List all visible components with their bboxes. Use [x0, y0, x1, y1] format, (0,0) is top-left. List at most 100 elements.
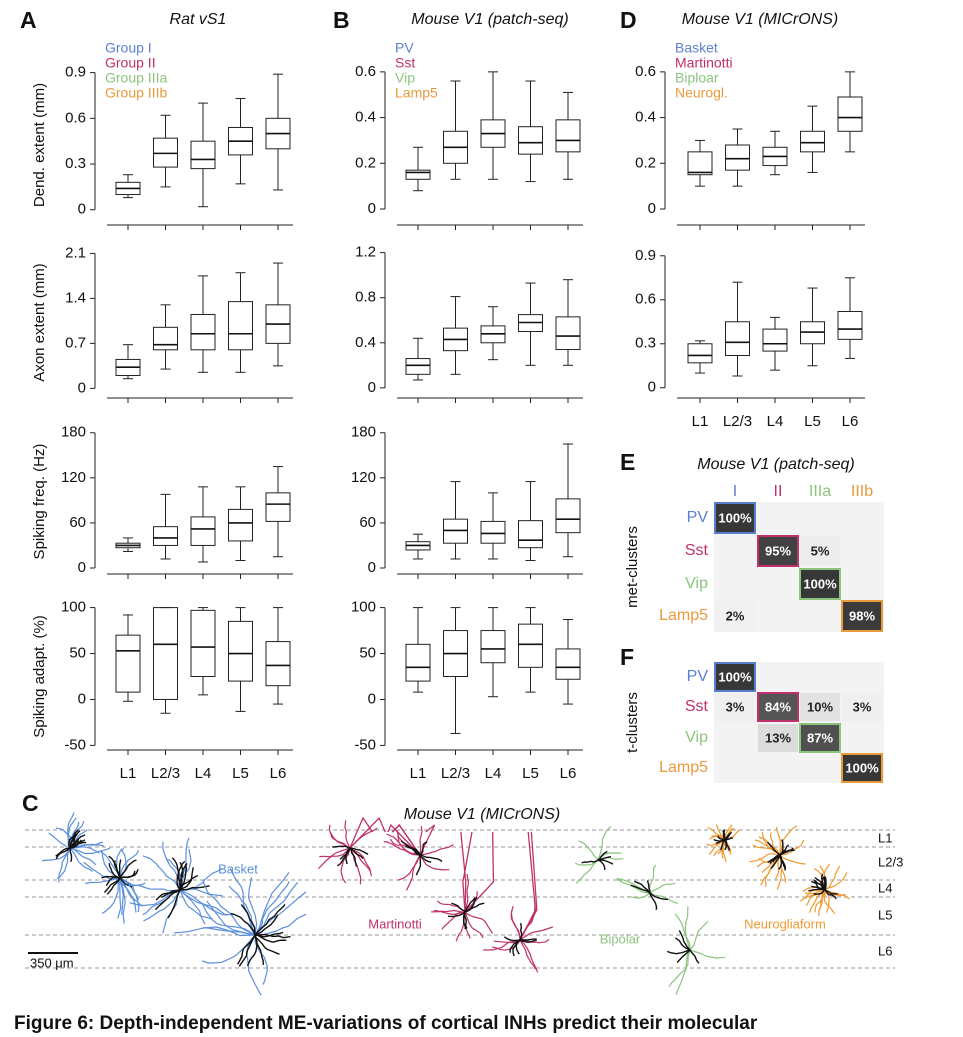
y-tick-label: 0 [368, 379, 376, 396]
box [265, 492, 291, 522]
neurite [254, 881, 299, 936]
row-label: Sst [685, 698, 709, 715]
y-tick-label: 0.6 [635, 63, 656, 80]
cell-label: 5% [811, 543, 830, 558]
neurite [813, 889, 826, 895]
y-tick-label: 60 [359, 514, 376, 531]
box [687, 151, 713, 176]
neurite [142, 855, 181, 891]
neurite [749, 852, 781, 863]
neurite [48, 832, 71, 849]
legend-entry: Vip [395, 70, 415, 86]
legend-entry: Neurogl. [675, 85, 728, 101]
neurite [419, 826, 423, 856]
heatmap-cell [841, 600, 883, 632]
y-axis-label: met-clusters [624, 526, 641, 608]
box [190, 140, 216, 170]
y-tick-label: 50 [359, 645, 376, 662]
neurite [464, 911, 494, 934]
neurite [206, 900, 256, 936]
neurite [711, 835, 726, 841]
neurite [177, 860, 186, 891]
y-tick-label: 0.9 [65, 64, 86, 81]
neurite [463, 911, 467, 930]
neurite [419, 854, 432, 863]
neurite [767, 854, 781, 864]
neurite [519, 939, 537, 943]
column-label: IIIb [851, 483, 873, 500]
row-label: Lamp5 [659, 759, 708, 776]
neurite [349, 847, 372, 873]
neurite [752, 844, 781, 856]
neurite [574, 859, 599, 866]
y-tick-label: 0.6 [635, 291, 656, 308]
neurite [509, 939, 521, 953]
chart-title: Mouse V1 (MICrONS) [682, 11, 838, 28]
neurite [349, 847, 357, 867]
neurite [69, 847, 93, 872]
neurite [400, 840, 421, 856]
neurite [69, 847, 73, 862]
neurite [713, 838, 726, 842]
column-label: II [774, 483, 783, 500]
box [555, 498, 581, 534]
neurite [254, 934, 264, 966]
box [687, 343, 713, 364]
neurite [167, 889, 181, 919]
neurite [349, 847, 364, 860]
legend-entry: Lamp5 [395, 85, 438, 101]
neurite [69, 839, 80, 849]
legend-entry: Biploar [675, 70, 719, 86]
neurite [649, 892, 669, 900]
x-tick-label: L2/3 [441, 765, 470, 782]
neurite [823, 876, 826, 891]
neurite [766, 841, 781, 856]
x-tick-label: L1 [692, 413, 709, 430]
box [837, 311, 863, 340]
neurite [119, 877, 143, 907]
box [405, 169, 431, 180]
neurite [678, 930, 691, 951]
neurite [332, 845, 351, 849]
box [153, 326, 178, 351]
neurite [814, 876, 826, 891]
cell-type-label: Bipolar [600, 931, 641, 946]
neurite [69, 847, 97, 866]
cell-label: 2% [726, 608, 745, 623]
neurite [823, 889, 836, 915]
y-tick-label: 0.8 [355, 289, 376, 306]
neurite [129, 889, 181, 907]
row-label: PV [687, 509, 709, 526]
y-tick-label: 0.7 [65, 334, 86, 351]
neurite [202, 880, 256, 936]
neurite [628, 892, 651, 899]
neurite [179, 889, 206, 925]
neurite [597, 859, 606, 870]
y-axis-label: Dend. extent (mm) [31, 83, 48, 207]
y-tick-label: 0 [648, 200, 656, 217]
neurite [667, 949, 691, 955]
y-tick-label: 100 [61, 599, 86, 616]
cell-type-label: Neurogliaform [744, 916, 826, 931]
y-tick-label: 180 [351, 424, 376, 441]
axon [462, 831, 473, 913]
cell-label: 3% [853, 699, 872, 714]
neurite [55, 847, 71, 860]
neurite [230, 912, 256, 936]
neurite [69, 847, 111, 855]
neurite [317, 847, 351, 870]
neurite [108, 863, 121, 879]
x-tick-label: L5 [804, 413, 821, 430]
box [265, 641, 291, 687]
neurite [447, 911, 466, 918]
box [190, 313, 216, 351]
neurite [118, 859, 122, 879]
neurite [155, 889, 181, 901]
neurite [397, 831, 421, 856]
neurite [684, 906, 691, 951]
neurite [649, 882, 676, 894]
neurite [240, 904, 256, 936]
y-tick-label: 0.3 [635, 335, 656, 352]
neurite [247, 877, 258, 936]
